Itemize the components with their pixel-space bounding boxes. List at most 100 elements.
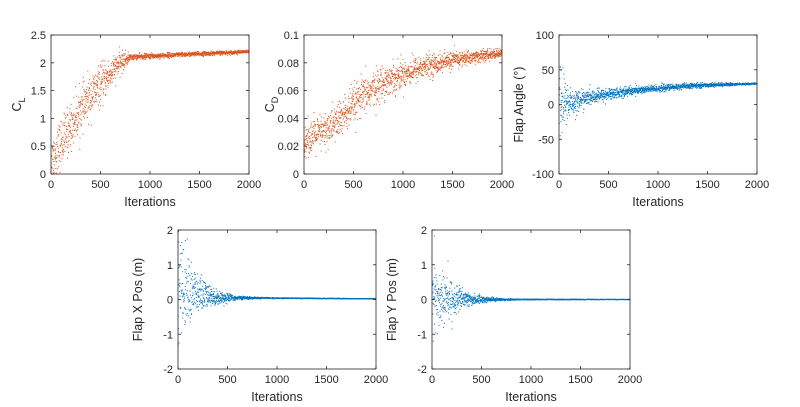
data-point	[649, 91, 651, 93]
data-point	[325, 133, 327, 135]
data-point	[347, 109, 349, 111]
data-point	[380, 71, 382, 73]
data-point	[600, 96, 602, 98]
data-point	[341, 128, 343, 130]
data-point	[469, 57, 471, 59]
data-point	[394, 96, 396, 98]
data-point	[342, 111, 344, 113]
data-point	[697, 85, 699, 87]
data-point	[335, 113, 337, 115]
data-point	[346, 127, 348, 129]
data-point	[233, 52, 235, 54]
data-point	[597, 97, 599, 99]
data-point	[385, 78, 387, 80]
data-point	[356, 101, 358, 103]
data-point	[635, 87, 637, 89]
data-point	[474, 58, 476, 60]
data-point	[385, 85, 387, 87]
data-point	[395, 78, 396, 80]
data-point	[216, 52, 218, 54]
data-point	[445, 62, 447, 64]
data-point	[376, 88, 378, 90]
data-point	[711, 82, 713, 84]
data-point	[418, 56, 420, 58]
data-point	[356, 100, 358, 102]
data-point	[119, 46, 121, 48]
data-point	[316, 118, 318, 120]
data-point	[614, 94, 616, 96]
data-point	[645, 91, 647, 93]
data-point	[462, 57, 464, 59]
x-tick-label: 2000	[490, 179, 514, 191]
data-point	[363, 82, 365, 84]
data-point	[447, 64, 449, 66]
data-point	[82, 76, 84, 78]
data-point	[398, 86, 400, 88]
data-point	[169, 53, 171, 55]
data-point	[162, 54, 164, 56]
data-point	[207, 53, 209, 55]
data-point	[313, 111, 315, 113]
data-point	[68, 122, 70, 124]
data-point	[415, 70, 417, 72]
data-point	[441, 61, 443, 63]
data-point	[162, 57, 164, 59]
data-point	[317, 120, 319, 122]
data-point	[229, 55, 231, 57]
data-point	[177, 230, 179, 232]
data-point	[128, 59, 130, 61]
data-point	[610, 93, 612, 95]
data-point	[428, 76, 430, 78]
data-point	[597, 87, 599, 89]
data-point	[229, 50, 231, 52]
data-point	[64, 121, 66, 123]
data-point	[390, 77, 392, 79]
data-point	[563, 101, 565, 103]
data-point	[564, 109, 566, 111]
data-point	[375, 114, 377, 116]
data-point	[342, 119, 344, 121]
data-point	[389, 84, 391, 86]
data-point	[89, 109, 91, 111]
data-point	[168, 56, 170, 58]
data-point	[662, 84, 664, 86]
data-point	[349, 97, 351, 99]
data-point	[415, 61, 417, 63]
data-point	[324, 124, 326, 126]
data-point	[496, 54, 498, 56]
data-point	[664, 85, 666, 87]
data-point	[384, 94, 386, 96]
data-point	[327, 149, 329, 151]
data-point	[563, 73, 565, 75]
data-point	[78, 122, 80, 124]
data-point	[345, 115, 347, 117]
data-point	[585, 99, 587, 101]
data-point	[609, 94, 611, 96]
data-point	[100, 81, 102, 83]
data-point	[487, 51, 489, 53]
data-point	[455, 54, 457, 56]
data-point	[176, 55, 178, 57]
data-point	[91, 94, 93, 96]
data-point	[247, 51, 249, 53]
data-point	[392, 58, 394, 60]
data-point	[605, 93, 607, 95]
data-point	[684, 85, 686, 87]
data-point	[187, 296, 189, 298]
data-point	[651, 87, 653, 89]
data-point	[682, 84, 684, 86]
data-point	[110, 71, 112, 73]
data-point	[653, 87, 655, 89]
data-point	[135, 55, 137, 57]
data-point	[144, 56, 146, 58]
data-point	[355, 111, 357, 113]
data-point	[127, 57, 129, 59]
data-point	[456, 56, 458, 58]
data-point	[178, 328, 180, 330]
data-point	[645, 87, 647, 89]
data-point	[377, 70, 379, 72]
data-point	[86, 92, 88, 94]
data-point	[450, 64, 452, 66]
data-point	[639, 90, 641, 92]
data-point	[77, 112, 79, 114]
